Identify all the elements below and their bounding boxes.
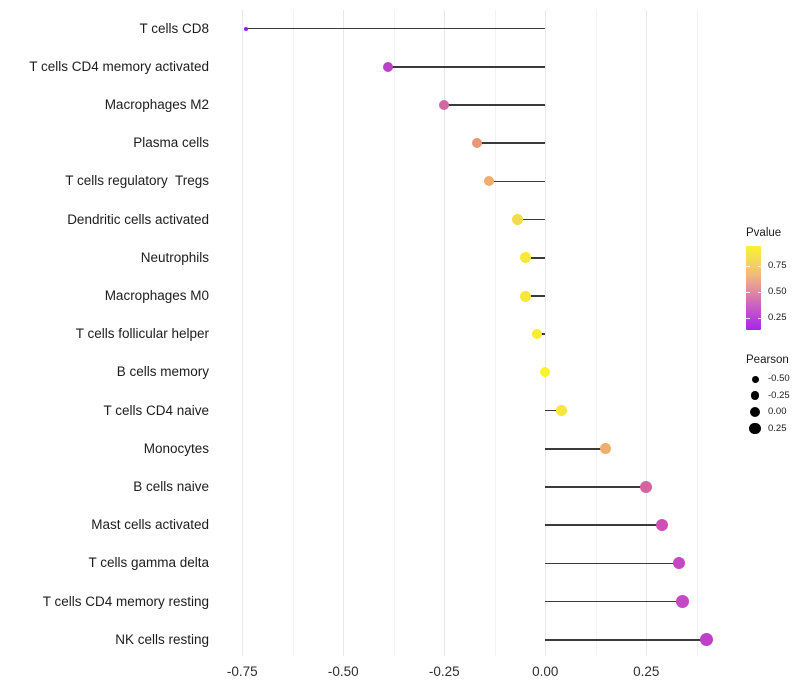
lollipop-dot — [656, 519, 669, 532]
category-label: T cells regulatory Tregs — [65, 173, 209, 189]
pearson-legend-title: Pearson — [746, 354, 789, 366]
gridline-major — [242, 10, 244, 656]
lollipop-dot — [640, 481, 653, 493]
category-label: T cells CD4 memory resting — [42, 593, 209, 609]
colorbar-tick-label: 0.75 — [768, 260, 787, 272]
lollipop-stem — [517, 218, 546, 221]
gridline-minor — [595, 10, 597, 656]
lollipop-dot — [672, 557, 685, 570]
category-label: Neutrophils — [140, 249, 209, 265]
lollipop-stem — [525, 257, 546, 259]
pvalue-legend-title: Pvalue — [746, 227, 782, 239]
pearson-size-dot — [750, 391, 760, 400]
lollipop-dot — [519, 290, 531, 302]
pearson-size-dot — [750, 407, 760, 417]
lollipop-stem — [476, 142, 546, 144]
lollipop-dot — [676, 595, 690, 609]
lollipop-stem — [545, 524, 663, 526]
colorbar-tick-label: 0.25 — [768, 312, 787, 324]
lollipop-dot — [439, 100, 450, 110]
lollipop-stem — [545, 562, 679, 565]
pearson-size-label: -0.25 — [768, 389, 790, 401]
x-tick-label: -0.25 — [428, 664, 460, 679]
lollipop-stem — [246, 27, 546, 30]
category-label: B cells naive — [133, 479, 209, 494]
lollipop-dot — [382, 61, 393, 72]
category-label: Macrophages M2 — [104, 97, 209, 112]
pearson-size-dot — [749, 422, 761, 435]
category-label: Mast cells activated — [91, 517, 209, 533]
lollipop-dot — [555, 405, 567, 417]
category-label: T cells gamma delta — [88, 555, 209, 571]
y-axis-labels: T cells CD8 T cells CD4 memory activated M… — [0, 10, 209, 656]
pvalue-colorbar — [746, 246, 761, 330]
lollipop-dot — [700, 633, 714, 647]
pearson-size-label: 0.25 — [768, 422, 787, 434]
colorbar-tick — [757, 265, 761, 268]
category-label: T cells CD4 naive — [103, 402, 209, 418]
lollipop-dot — [532, 329, 543, 340]
lollipop-stem — [444, 104, 546, 106]
category-label: NK cells resting — [115, 631, 209, 647]
colorbar-tick-label: 0.50 — [768, 286, 787, 298]
x-tick-label: 0.25 — [633, 664, 660, 679]
category-label: Dendritic cells activated — [67, 211, 209, 227]
lollipop-dot — [511, 214, 523, 226]
x-tick-label: -0.50 — [327, 664, 359, 679]
category-label: T cells CD8 — [139, 20, 209, 36]
gridline-major — [444, 10, 446, 656]
lollipop-dot — [244, 26, 249, 31]
colorbar-tick — [746, 317, 750, 320]
colorbar-tick — [757, 317, 761, 320]
x-tick-label: 0.00 — [532, 664, 559, 679]
gridline-minor — [494, 10, 496, 656]
category-label: Macrophages M0 — [104, 288, 209, 303]
category-label: Monocytes — [143, 440, 209, 456]
lollipop-stem — [525, 295, 546, 297]
gridline-minor — [393, 10, 395, 656]
plot-panel — [215, 10, 716, 656]
colorbar-tick — [746, 265, 750, 268]
category-label: Plasma cells — [133, 135, 209, 151]
colorbar-tick — [746, 291, 750, 294]
gridline-major — [343, 10, 345, 656]
x-axis: -0.75 -0.50 -0.25 0.00 0.25 — [0, 664, 800, 682]
category-label: B cells memory — [116, 364, 209, 380]
lollipop-dot — [483, 176, 494, 187]
pearson-size-label: -0.50 — [768, 373, 790, 384]
lollipop-dot — [600, 443, 612, 455]
lollipop-stem — [387, 66, 546, 68]
category-label: T cells follicular helper — [75, 326, 209, 342]
colorbar-tick — [757, 291, 761, 294]
pearson-size-dot — [751, 375, 759, 383]
lollipop-stem — [488, 180, 546, 183]
gridline-major — [646, 10, 648, 656]
x-tick-label: -0.75 — [226, 664, 258, 679]
pearson-size-label: 0.00 — [768, 406, 787, 417]
lollipop-stem — [545, 486, 647, 488]
lollipop-dot — [519, 252, 531, 264]
category-label: T cells CD4 memory activated — [29, 58, 209, 74]
lollipop-stem — [545, 409, 562, 412]
lollipop-dot — [540, 367, 551, 378]
gridline-minor — [292, 10, 294, 656]
lollipop-stem — [545, 600, 683, 603]
lollipop-stem — [545, 639, 707, 641]
lollipop-stem — [545, 448, 606, 450]
gridline-minor — [696, 10, 698, 656]
lollipop-dot — [471, 138, 482, 149]
gridline-major — [545, 10, 547, 656]
